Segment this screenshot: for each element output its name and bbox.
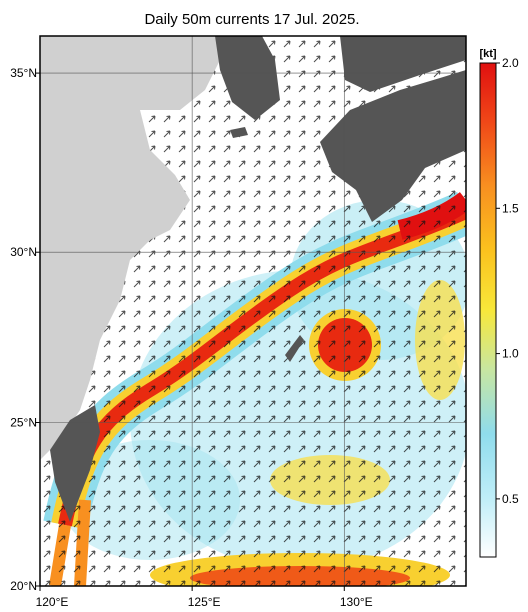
colorbar-tick-label: 2.0 <box>502 56 519 70</box>
honshu <box>340 36 466 92</box>
y-tick-label: 20°N <box>10 579 37 593</box>
map-frame <box>39 35 467 587</box>
korea <box>215 36 280 120</box>
x-tick-label: 120°E <box>36 595 69 609</box>
colorbar-tick-label: 0.5 <box>502 492 519 506</box>
map-area <box>40 36 466 586</box>
japan <box>320 70 466 222</box>
colorbar-tick-label: 1.0 <box>502 347 519 361</box>
taiwan <box>50 405 100 522</box>
colorbar <box>479 62 497 558</box>
okinawa <box>285 335 304 362</box>
jeju <box>230 127 248 138</box>
x-tick-label: 125°E <box>188 595 221 609</box>
y-tick-label: 35°N <box>10 66 37 80</box>
colorbar-tick-label: 1.5 <box>502 201 519 215</box>
x-tick-label: 130°E <box>340 595 373 609</box>
china-coast <box>40 36 220 460</box>
colorbar-unit: [kt] <box>479 48 496 60</box>
y-tick-label: 30°N <box>10 245 37 259</box>
y-tick-label: 25°N <box>10 416 37 430</box>
map-title: Daily 50m currents 17 Jul. 2025. <box>144 11 359 28</box>
